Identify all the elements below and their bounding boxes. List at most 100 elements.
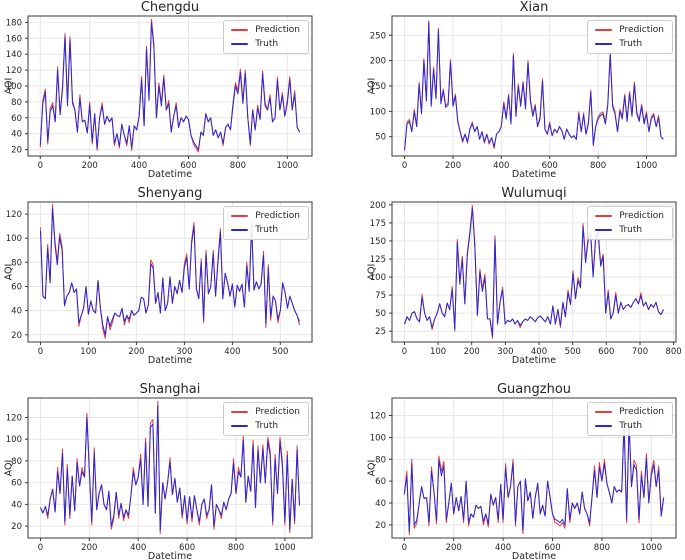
subplot-xian: Xian AQI 0 200 400 600 800 1000 50 100 150 200 250… [343, 0, 685, 184]
legend-entry-truth: Truth [231, 225, 300, 235]
svg-text:700: 700 [632, 347, 648, 357]
svg-text:0: 0 [402, 347, 407, 357]
x-axis-label: Datetime [147, 551, 193, 560]
svg-text:50: 50 [375, 133, 386, 143]
legend-entry-prediction: Prediction [231, 407, 300, 417]
svg-text:80: 80 [11, 258, 22, 268]
legend-entry-prediction: Prediction [231, 211, 300, 221]
svg-text:600: 600 [544, 543, 560, 553]
truth-line-swatch [231, 43, 249, 45]
svg-text:60: 60 [11, 479, 22, 489]
svg-text:200: 200 [446, 543, 462, 553]
truth-line-swatch [595, 425, 613, 427]
plot-area: 0 100 200 300 400 500 20 40 60 80 100 120 Predictio… [6, 201, 313, 357]
subplot-guangzhou: Guangzhou AQI 0 200 400 600 800 1000 20 40 60 80 1… [343, 382, 685, 560]
legend-entry-prediction: Prediction [595, 407, 664, 417]
svg-text:100: 100 [370, 433, 386, 443]
plot-area: 0 200 400 600 800 1000 50 100 150 200 250 Predicti… [370, 15, 677, 171]
legend-entry-truth: Truth [595, 225, 664, 235]
svg-text:400: 400 [493, 161, 509, 171]
svg-text:60: 60 [11, 283, 22, 293]
truth-line-swatch [595, 43, 613, 45]
svg-text:200: 200 [370, 201, 386, 211]
svg-text:140: 140 [6, 50, 22, 60]
svg-text:20: 20 [11, 522, 22, 532]
svg-text:600: 600 [180, 161, 196, 171]
svg-text:50: 50 [375, 309, 386, 319]
svg-text:40: 40 [11, 307, 22, 317]
svg-text:300: 300 [497, 347, 513, 357]
svg-text:800: 800 [594, 543, 610, 553]
subplot-shenyang: Shenyang AQI 0 100 200 300 400 500 20 40 60 80 100… [0, 186, 342, 370]
x-axis-label: Datetime [511, 355, 557, 366]
svg-text:200: 200 [370, 57, 386, 67]
subplot-wulumuqi: Wulumuqi AQI 0 100 200 300 400 500 600 700 800 25… [343, 186, 685, 370]
chart-title: Guangzhou [496, 382, 572, 397]
svg-text:100: 100 [370, 273, 386, 283]
chart-title: Xian [519, 0, 549, 15]
x-axis-label: Datetime [511, 551, 557, 560]
prediction-line-swatch [231, 411, 249, 413]
svg-text:800: 800 [230, 161, 246, 171]
legend-label-truth: Truth [619, 421, 643, 431]
svg-text:120: 120 [6, 210, 22, 220]
svg-text:100: 100 [80, 347, 96, 357]
x-axis-label: Datetime [147, 355, 193, 366]
svg-text:600: 600 [598, 347, 614, 357]
svg-text:100: 100 [6, 234, 22, 244]
svg-text:300: 300 [176, 347, 192, 357]
truth-line-swatch [595, 229, 613, 231]
chart-title: Shanghai [139, 382, 201, 397]
svg-text:175: 175 [370, 219, 386, 229]
prediction-line-swatch [595, 215, 613, 217]
chart-canvas: 0 200 400 600 800 1000 20 40 60 80 100 120 [6, 397, 313, 553]
svg-text:600: 600 [542, 161, 558, 171]
legend: Prediction Truth [223, 206, 309, 240]
legend-label-prediction: Prediction [255, 211, 300, 221]
svg-text:150: 150 [370, 237, 386, 247]
svg-text:500: 500 [272, 347, 288, 357]
svg-text:500: 500 [565, 347, 581, 357]
prediction-line-swatch [595, 29, 613, 31]
chart-title: Chengdu [140, 0, 200, 15]
legend: Prediction Truth [587, 206, 673, 240]
subplot-chengdu: Chengdu AQI 0 200 400 600 800 1000 20 40 60 80 100… [0, 0, 342, 184]
svg-text:120: 120 [6, 414, 22, 424]
svg-text:1000: 1000 [640, 543, 662, 553]
legend-label-prediction: Prediction [255, 407, 300, 417]
truth-line-swatch [231, 425, 249, 427]
legend-label-prediction: Prediction [619, 211, 664, 221]
svg-text:100: 100 [6, 435, 22, 445]
svg-text:200: 200 [464, 347, 480, 357]
svg-text:75: 75 [375, 291, 386, 301]
svg-text:150: 150 [370, 82, 386, 92]
legend-label-prediction: Prediction [619, 25, 664, 35]
svg-text:160: 160 [6, 34, 22, 44]
legend-label-prediction: Prediction [619, 407, 664, 417]
legend: Prediction Truth [223, 20, 309, 54]
plot-area: 0 200 400 600 800 1000 20 40 60 80 100 120 Predicti… [370, 397, 677, 553]
svg-text:60: 60 [375, 477, 386, 487]
svg-text:100: 100 [6, 82, 22, 92]
svg-text:60: 60 [11, 114, 22, 124]
x-axis-label: Datetime [147, 169, 193, 180]
legend: Prediction Truth [223, 402, 309, 436]
svg-text:200: 200 [445, 161, 461, 171]
svg-text:0: 0 [38, 543, 43, 553]
chart-canvas: 0 200 400 600 800 1000 20 40 60 80 100 120 [370, 397, 677, 553]
prediction-line-swatch [231, 215, 249, 217]
svg-text:80: 80 [11, 457, 22, 467]
svg-text:200: 200 [128, 347, 144, 357]
legend: Prediction Truth [587, 20, 673, 54]
legend-label-truth: Truth [255, 39, 279, 49]
svg-text:80: 80 [11, 98, 22, 108]
subplot-shanghai: Shanghai AQI 0 200 400 600 800 1000 20 40 60 80 10… [0, 382, 342, 560]
legend-label-truth: Truth [619, 39, 643, 49]
svg-text:200: 200 [81, 543, 97, 553]
svg-text:40: 40 [11, 130, 22, 140]
legend-entry-truth: Truth [595, 39, 664, 49]
svg-text:200: 200 [82, 161, 98, 171]
svg-text:120: 120 [6, 66, 22, 76]
legend-entry-truth: Truth [595, 421, 664, 431]
